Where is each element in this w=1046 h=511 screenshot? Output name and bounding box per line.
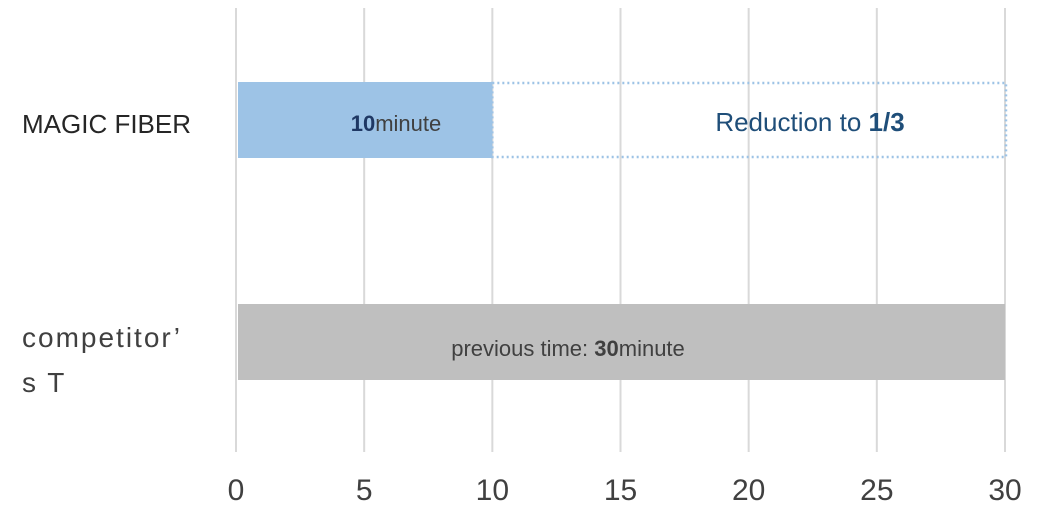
category-label-competitor-line1: competitor’	[22, 322, 182, 353]
x-tick-label-20: 20	[732, 474, 765, 507]
x-tick-label-0: 0	[228, 474, 245, 507]
x-tick-label-10: 10	[476, 474, 509, 507]
x-tick-labels: 0 5 10 15 20 25 30	[228, 474, 1022, 507]
category-label-magic-fiber: MAGIC FIBER	[22, 109, 191, 139]
reduction-annotation: Reduction to 1/3	[715, 107, 904, 137]
reduction-annotation-value: 1/3	[869, 107, 905, 137]
data-label-magic-value: 10	[351, 111, 375, 136]
data-label-magic-unit: minute	[375, 111, 441, 136]
category-label-competitor-line2: s T	[22, 367, 66, 398]
data-label-competitor-value: 30	[594, 336, 618, 361]
x-tick-label-5: 5	[356, 474, 373, 507]
x-tick-label-15: 15	[604, 474, 637, 507]
gridlines	[236, 8, 1005, 452]
data-label-competitor-unit: minute	[619, 336, 685, 361]
x-tick-label-25: 25	[860, 474, 893, 507]
x-tick-label-30: 30	[988, 474, 1021, 507]
reduction-annotation-prefix: Reduction to	[715, 107, 868, 137]
data-label-magic-fiber: 10minute	[351, 111, 442, 136]
data-label-competitor-prefix: previous time:	[451, 336, 594, 361]
data-label-competitor: previous time: 30minute	[451, 336, 685, 361]
